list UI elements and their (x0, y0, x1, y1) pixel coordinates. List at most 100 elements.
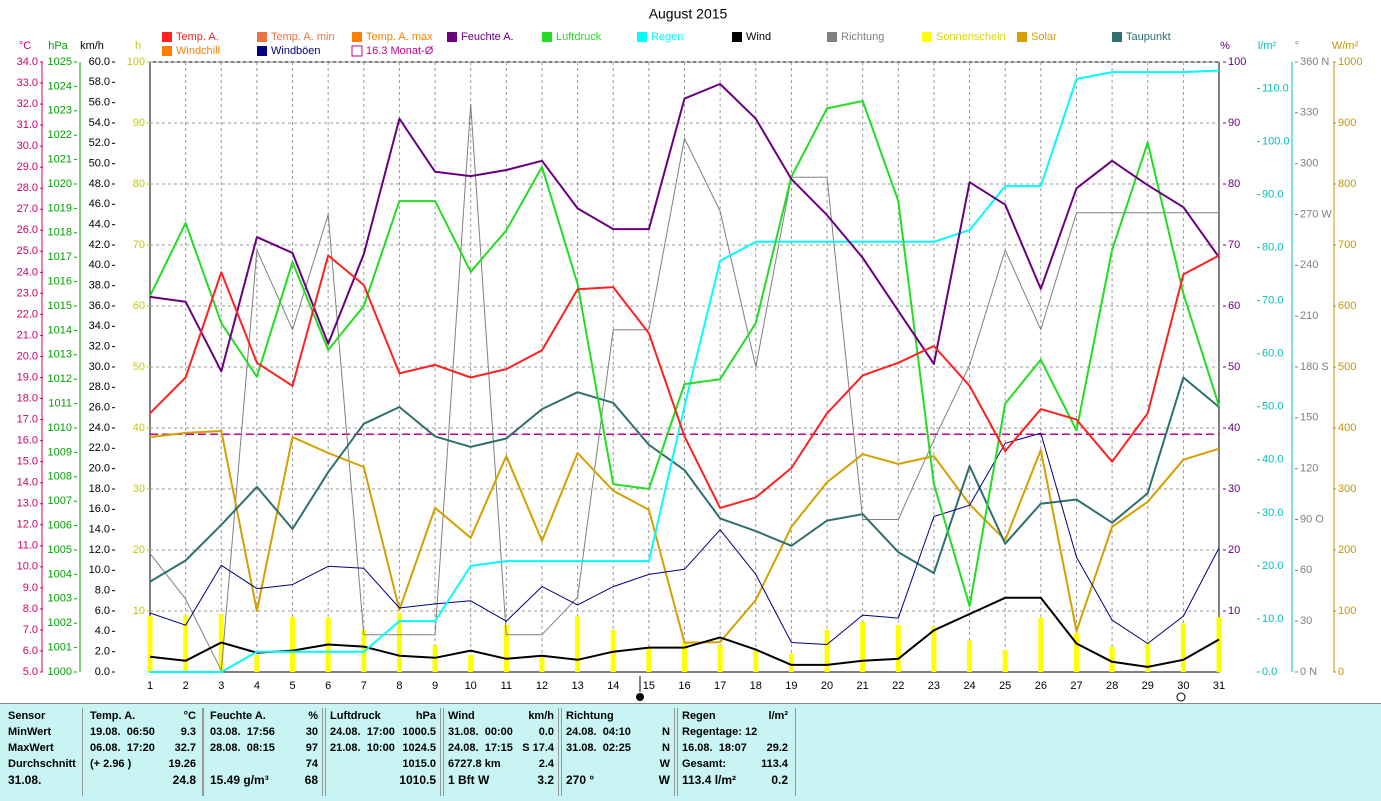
y-tick-label: 300 (1338, 483, 1356, 495)
sunshine-bar (1002, 650, 1008, 672)
y-tick-label: 100.0 (1262, 135, 1290, 147)
y-tick-label: 18.0 (89, 483, 110, 495)
y-tick-label: 30 (1228, 483, 1240, 495)
y-tick-label: 30 (133, 483, 145, 495)
y-tick-label: 32.0 (17, 98, 38, 110)
y-tick-label: 52.0 (89, 137, 110, 149)
y-tick-label: 58.0 (89, 76, 110, 88)
x-tick-label: 5 (289, 680, 295, 692)
stat-value: 0.2 (771, 773, 788, 787)
stat-label: Regentage: 12 (682, 726, 758, 738)
axis-unit: l/m² (1258, 40, 1277, 52)
series-line (149, 83, 1220, 373)
y-tick-label: 50.0 (1262, 401, 1283, 413)
y-tick-label: 0 (1338, 666, 1344, 678)
axis-unit: ° (1295, 40, 1299, 52)
y-tick-label: 90.0 (1262, 189, 1283, 201)
y-tick-label: 2.0 (95, 646, 110, 658)
x-tick-label: 23 (928, 680, 940, 692)
x-tick-label: 3 (218, 680, 224, 692)
y-tick-label: 27.0 (17, 203, 38, 215)
legend-label: Feuchte A. (461, 31, 514, 43)
y-tick-label: 33.0 (17, 77, 38, 89)
stat-label: 15.49 g/m³ (210, 773, 269, 787)
y-tick-label: 7.0 (23, 624, 38, 636)
y-tick-label: 1014 (48, 324, 72, 336)
moon-new (636, 693, 644, 701)
y-tick-label: 60 (1300, 564, 1312, 576)
sunshine-bar (290, 617, 296, 672)
y-tick-label: 31.0 (17, 119, 38, 131)
y-tick-label: 48.0 (89, 178, 110, 190)
section-divider (558, 708, 678, 796)
y-tick-label: 30.0 (89, 361, 110, 373)
y-tick-label: 200 (1338, 544, 1356, 556)
y-tick-label: 500 (1338, 361, 1356, 373)
section-divider (674, 708, 796, 796)
x-tick-label: 31 (1213, 680, 1225, 692)
y-tick-label: 46.0 (89, 198, 110, 210)
y-tick-label: 0.0 (1262, 666, 1277, 678)
y-tick-label: 30.0 (1262, 507, 1283, 519)
y-tick-label: 10.0 (89, 564, 110, 576)
y-tick-label: 70 (1228, 239, 1240, 251)
y-tick-label: 17.0 (17, 413, 38, 425)
stat-label: 24.08. 17:00 (330, 726, 395, 738)
stat-label: 06.08. 17:20 (90, 742, 155, 754)
stat-value: 24.8 (172, 773, 196, 787)
stat-value: 1000.5 (402, 726, 436, 738)
y-tick-label: 1018 (48, 227, 72, 239)
legend-label: Luftdruck (556, 31, 602, 43)
stat-value: N (662, 742, 670, 754)
x-tick-label: 14 (607, 680, 619, 692)
x-tick-label: 10 (465, 680, 477, 692)
stat-value: 74 (305, 758, 318, 770)
sunshine-bar (1038, 617, 1044, 672)
y-tick-label: 800 (1338, 178, 1356, 190)
sunshine-bar (753, 650, 759, 672)
axis-unit: °C (19, 40, 31, 52)
y-tick-label: 1000 (1338, 56, 1362, 68)
y-tick-label: 1008 (48, 471, 72, 483)
y-tick-label: 100 (1338, 605, 1356, 617)
y-tick-label: 40 (1228, 422, 1240, 434)
y-tick-label: 0.0 (95, 666, 110, 678)
legend-label: Regen (651, 31, 683, 43)
stat-label: 03.08. 17:56 (210, 726, 275, 738)
y-tick-label: 1004 (48, 568, 72, 580)
x-tick-label: 30 (1177, 680, 1189, 692)
x-tick-label: 18 (750, 680, 762, 692)
y-tick-label: 20.0 (17, 350, 38, 362)
stat-value: 113.4 (761, 758, 788, 770)
sunshine-bar (396, 612, 402, 672)
y-tick-label: 38.0 (89, 280, 110, 292)
y-tick-label: 32.0 (89, 341, 110, 353)
y-tick-label: 600 (1338, 300, 1356, 312)
y-tick-label: 14.0 (17, 477, 38, 489)
stat-value: 0.0 (538, 726, 554, 738)
y-tick-label: 28.0 (89, 381, 110, 393)
y-tick-label: 40 (133, 422, 145, 434)
stat-value: 1024.5 (402, 742, 436, 754)
sunshine-bar (682, 642, 687, 672)
y-tick-label: 80 (133, 178, 145, 190)
section-title: Richtung (566, 710, 614, 722)
y-tick-label: 42.0 (89, 239, 110, 251)
y-tick-label: 24.0 (17, 266, 38, 278)
y-tick-label: 1005 (48, 544, 72, 556)
x-tick-label: 22 (892, 680, 904, 692)
y-tick-label: 60.0 (89, 56, 110, 68)
y-tick-label: 150 (1300, 412, 1318, 424)
legend-swatch (637, 32, 647, 42)
y-tick-label: 36.0 (89, 300, 110, 312)
x-tick-label: 9 (432, 680, 438, 692)
y-tick-label: 6.0 (95, 605, 110, 617)
stat-label: 270 ° (566, 773, 595, 787)
y-tick-label: 20.0 (1262, 560, 1283, 572)
y-tick-label: 270 W (1300, 208, 1332, 220)
section-unit: hPa (415, 710, 436, 722)
y-tick-label: 9.0 (23, 582, 38, 594)
y-tick-label: 50 (133, 361, 145, 373)
stat-value: N (662, 726, 670, 738)
y-tick-label: 20.0 (89, 463, 110, 475)
